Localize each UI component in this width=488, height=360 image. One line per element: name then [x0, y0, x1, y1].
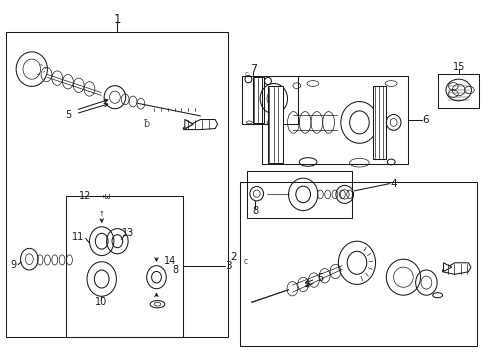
Text: 5: 5 — [65, 110, 71, 120]
Polygon shape — [253, 77, 264, 123]
Text: 4: 4 — [389, 179, 396, 189]
Polygon shape — [183, 120, 217, 130]
Polygon shape — [267, 86, 282, 163]
Bar — [437, 74, 478, 108]
Text: ↑: ↑ — [99, 211, 104, 217]
Polygon shape — [442, 263, 470, 274]
Text: ƀ: ƀ — [143, 119, 149, 129]
Bar — [246, 171, 351, 218]
Text: 7: 7 — [249, 64, 256, 74]
Text: 12: 12 — [79, 191, 92, 201]
Polygon shape — [184, 120, 193, 129]
Text: 1: 1 — [113, 13, 121, 26]
Text: c: c — [243, 256, 247, 266]
Text: 10: 10 — [95, 297, 107, 307]
Polygon shape — [443, 263, 451, 271]
Text: 2: 2 — [229, 252, 236, 262]
Text: 8: 8 — [252, 206, 258, 216]
Text: 5: 5 — [317, 273, 323, 283]
Text: 9: 9 — [11, 260, 17, 270]
Bar — [242, 76, 298, 124]
Bar — [239, 182, 476, 346]
Bar — [6, 32, 228, 337]
Text: 13: 13 — [122, 228, 134, 238]
Text: 11: 11 — [72, 232, 84, 242]
Text: 8: 8 — [172, 265, 178, 275]
Polygon shape — [372, 86, 386, 159]
Text: →ω: →ω — [99, 192, 111, 201]
Text: 15: 15 — [451, 62, 464, 72]
Bar — [66, 196, 183, 337]
Text: 14: 14 — [163, 256, 176, 266]
Bar — [261, 76, 407, 164]
Text: c: c — [244, 71, 248, 77]
Text: 6: 6 — [421, 114, 428, 125]
Text: 3: 3 — [225, 261, 232, 271]
